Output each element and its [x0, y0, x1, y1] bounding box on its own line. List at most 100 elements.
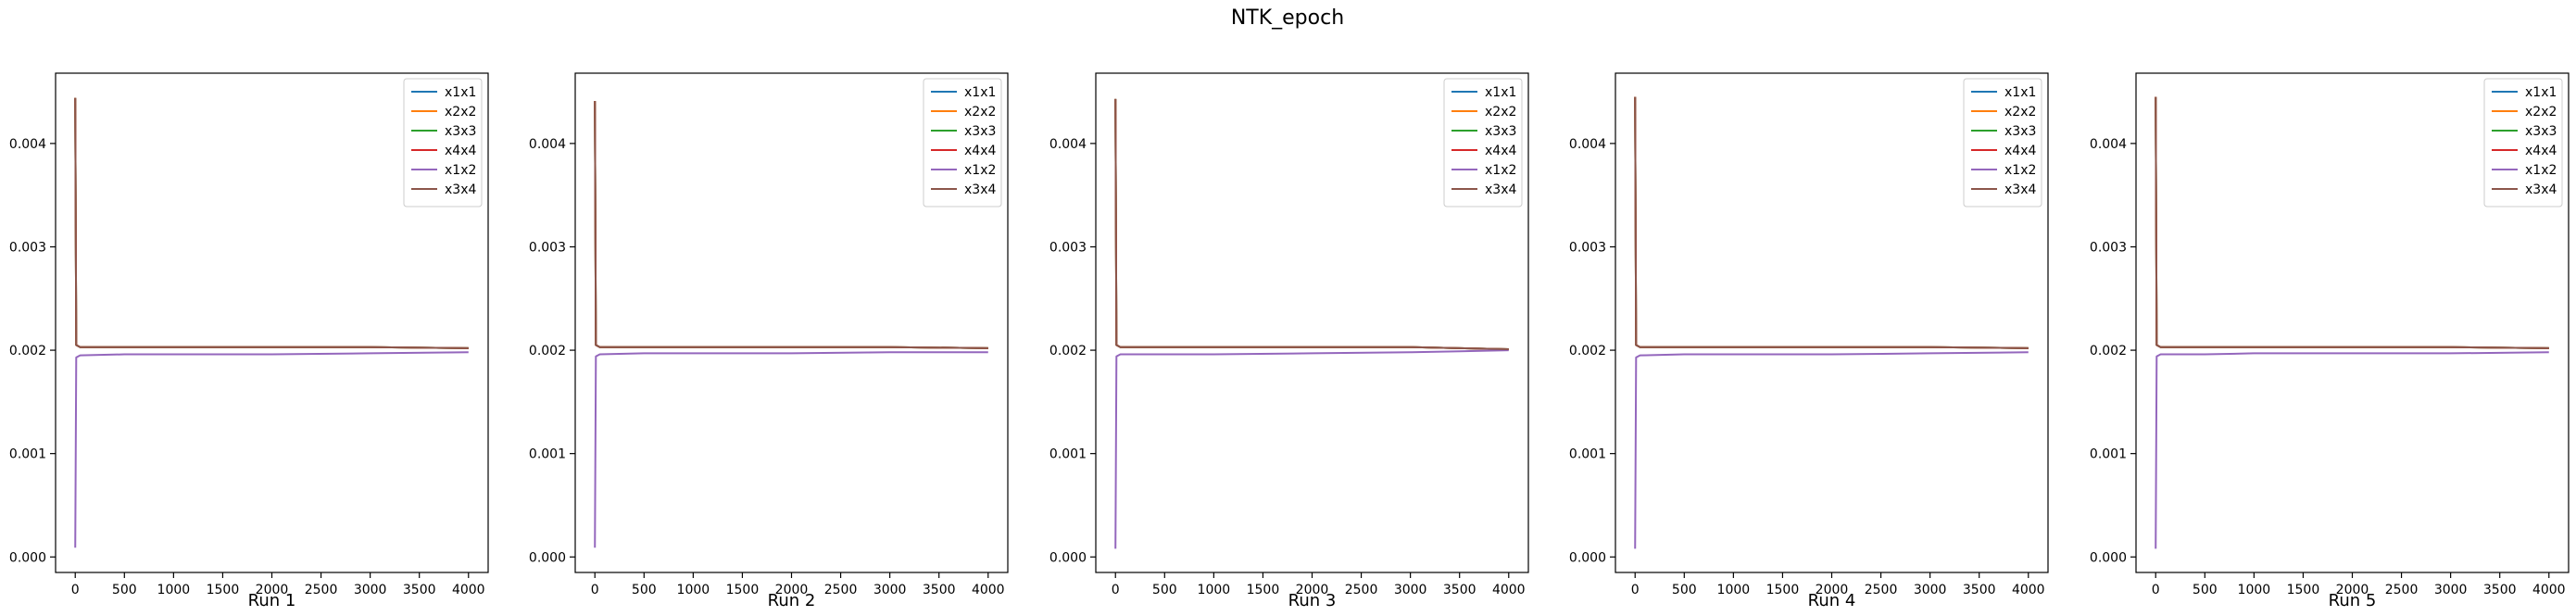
y-tick-label: 0.002: [2090, 344, 2127, 358]
legend-label-x1x1: x1x1: [2004, 85, 2036, 100]
series-line-x1x2: [74, 351, 469, 548]
legend-label-x3x4: x3x4: [2525, 182, 2557, 197]
subplot-run-3: 0 500 1000 1500 2000 2500 3000 3500 4000 0.000 0.0…: [1049, 72, 1529, 610]
y-tick-label: 0.001: [1569, 447, 1606, 462]
x-tick-label: 3500: [403, 583, 436, 597]
legend-label-x3x4: x3x4: [964, 182, 996, 197]
y-tick-label: 0.004: [529, 137, 566, 152]
legend-label-x4x4: x4x4: [2004, 144, 2036, 158]
series-lines: [2155, 96, 2549, 549]
x-tick-label: 3000: [354, 583, 387, 597]
x-axis-label: Run 1: [248, 591, 296, 610]
y-tick-label: 0.003: [2090, 240, 2127, 255]
x-tick-label: 3000: [1394, 583, 1427, 597]
x-tick-label: 500: [112, 583, 137, 597]
legend-label-x4x4: x4x4: [2525, 144, 2557, 158]
x-tick-label: 3000: [2434, 583, 2468, 597]
legend: x1x1 x2x2 x3x3 x4x4 x1x2 x3x4: [1963, 78, 2042, 207]
x-tick-label: 4000: [972, 583, 1005, 597]
legend-label-x2x2: x2x2: [2004, 105, 2036, 119]
legend-label-x3x3: x3x3: [964, 124, 996, 139]
legend: x1x1 x2x2 x3x3 x4x4 x1x2 x3x4: [923, 78, 1002, 207]
series-lines: [1114, 98, 1509, 549]
y-tick-label: 0.000: [1049, 550, 1087, 565]
legend-label-x4x4: x4x4: [964, 144, 996, 158]
legend-label-x3x4: x3x4: [2004, 182, 2036, 197]
y-tick-label: 0.003: [9, 240, 46, 255]
series-line-x3x4: [2155, 96, 2549, 349]
x-tick-label: 2500: [2385, 583, 2419, 597]
subplot-run-1: 0 500 1000 1500 2000 2500 3000 3500 4000 0.000 0.0…: [9, 72, 489, 610]
legend-label-x2x2: x2x2: [445, 105, 476, 119]
legend-label-x4x4: x4x4: [1485, 144, 1516, 158]
y-tick-label: 0.004: [2090, 137, 2127, 152]
series-line-x1x2: [1634, 351, 2029, 549]
x-tick-label: 3500: [2483, 583, 2517, 597]
x-tick-label: 1500: [207, 583, 240, 597]
x-tick-label: 3500: [1963, 583, 1996, 597]
x-axis-label: Run 2: [768, 591, 816, 610]
series-lines: [1634, 96, 2029, 549]
x-tick-label: 2000: [775, 583, 809, 597]
legend-label-x1x2: x1x2: [1485, 163, 1516, 178]
series-lines: [594, 101, 988, 548]
x-tick-label: 1500: [2287, 583, 2320, 597]
x-tick-label: 1500: [1247, 583, 1280, 597]
subplot-run-2: 0 500 1000 1500 2000 2500 3000 3500 4000 0.000 0.0…: [529, 72, 1009, 610]
series-line-x3x4: [74, 97, 469, 349]
legend-label-x3x4: x3x4: [1485, 182, 1516, 197]
x-tick-label: 0: [1112, 583, 1120, 597]
x-tick-label: 2500: [1865, 583, 1898, 597]
x-tick-label: 2000: [256, 583, 289, 597]
series-line-x1x2: [1114, 349, 1509, 549]
y-tick-label: 0.002: [9, 344, 46, 358]
x-tick-label: 2500: [305, 583, 338, 597]
y-tick-label: 0.000: [1569, 550, 1606, 565]
x-tick-label: 3500: [1443, 583, 1476, 597]
subplot-run-4: 0 500 1000 1500 2000 2500 3000 3500 4000 0.000 0.0…: [1569, 72, 2049, 610]
x-tick-label: 4000: [2012, 583, 2045, 597]
y-tick-label: 0.004: [9, 137, 46, 152]
x-tick-label: 500: [632, 583, 657, 597]
legend-label-x2x2: x2x2: [2525, 105, 2557, 119]
x-tick-label: 1500: [1766, 583, 1800, 597]
x-tick-label: 0: [71, 583, 80, 597]
legend-label-x1x2: x1x2: [964, 163, 996, 178]
series-line-x1x2: [2155, 351, 2549, 549]
legend-label-x3x3: x3x3: [445, 124, 476, 139]
series-line-x3x4: [1114, 98, 1509, 350]
x-tick-label: 500: [1152, 583, 1177, 597]
y-tick-label: 0.001: [1049, 447, 1087, 462]
y-tick-label: 0.001: [2090, 447, 2127, 462]
y-tick-label: 0.001: [529, 447, 566, 462]
x-tick-label: 2000: [2336, 583, 2369, 597]
x-tick-label: 500: [1672, 583, 1697, 597]
x-tick-label: 4000: [452, 583, 485, 597]
legend-label-x2x2: x2x2: [964, 105, 996, 119]
legend: x1x1 x2x2 x3x3 x4x4 x1x2 x3x4: [403, 78, 483, 207]
x-tick-label: 500: [2193, 583, 2218, 597]
y-tick-label: 0.003: [1569, 240, 1606, 255]
legend: x1x1 x2x2 x3x3 x4x4 x1x2 x3x4: [1443, 78, 1523, 207]
series-line-x1x2: [594, 351, 988, 548]
x-tick-label: 0: [591, 583, 599, 597]
x-tick-label: 1000: [2238, 583, 2271, 597]
legend-label-x1x1: x1x1: [2525, 85, 2557, 100]
x-tick-label: 3000: [873, 583, 907, 597]
x-tick-label: 3500: [923, 583, 956, 597]
x-tick-label: 1500: [726, 583, 760, 597]
y-tick-label: 0.000: [2090, 550, 2127, 565]
legend: x1x1 x2x2 x3x3 x4x4 x1x2 x3x4: [2483, 78, 2563, 207]
legend-label-x3x4: x3x4: [445, 182, 476, 197]
x-tick-label: 3000: [1914, 583, 1947, 597]
legend-label-x2x2: x2x2: [1485, 105, 1516, 119]
y-tick-label: 0.004: [1569, 137, 1606, 152]
x-axis-label: Run 5: [2329, 591, 2377, 610]
y-tick-label: 0.000: [529, 550, 566, 565]
legend-label-x1x2: x1x2: [445, 163, 476, 178]
x-tick-label: 1000: [1198, 583, 1231, 597]
x-tick-label: 1000: [157, 583, 191, 597]
x-tick-label: 4000: [2532, 583, 2566, 597]
